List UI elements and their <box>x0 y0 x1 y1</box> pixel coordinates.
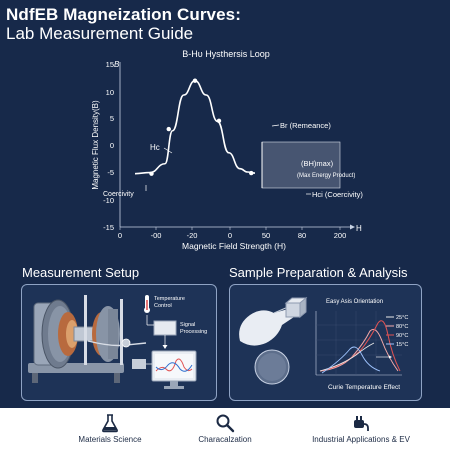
signal-label-line2: Processing <box>180 329 207 335</box>
sample-illustration: Easy Asis Orientation 25°C 80°C 90°C 15°C C… <box>239 296 408 391</box>
measurement-setup-panel: Temperature Control Signal Processing <box>21 284 217 401</box>
curve-point <box>149 171 154 176</box>
y-tick-label: 10 <box>106 88 114 97</box>
legend-label: 15°C <box>396 342 408 348</box>
x-tick-labels: 0 -00 -20 0 50 80 200 <box>118 227 346 240</box>
bhmax-region <box>261 141 341 189</box>
signal-label-line1: Signal <box>180 322 195 328</box>
setup-illustration: Temperature Control Signal Processing <box>28 295 207 389</box>
br-pointer <box>271 124 280 127</box>
x-tick-label: 50 <box>262 231 270 240</box>
page-title-line1: NdfEB Magneization Curves: <box>6 5 241 24</box>
curve-point <box>216 118 222 124</box>
hysteresis-chart: B-Hυ Hysthersis Loop B H 151050-5-10-15 … <box>91 49 363 251</box>
easy-axis-label: Easy Asis Orientation <box>326 299 383 305</box>
chart-title: B-Hυ Hysthersis Loop <box>182 49 269 59</box>
footer-item-characterization[interactable]: Characalzation <box>170 408 280 450</box>
bhmax-label: (BH)max) <box>301 159 334 168</box>
sample-analysis-title: Sample Preparation & Analysis <box>229 265 408 280</box>
x-tick-label: 200 <box>334 231 347 240</box>
hand-holding-sample-icon <box>239 296 308 346</box>
curve-point <box>166 126 171 132</box>
x-tick-label: 0 <box>118 231 122 240</box>
monitor-icon <box>151 350 197 389</box>
y-tick-label: -5 <box>107 168 114 177</box>
y-tick-label: 5 <box>110 114 114 123</box>
y-tick-label: 0 <box>110 141 114 150</box>
footer-item-materials-science[interactable]: Materials Science <box>55 408 165 450</box>
hci-label: Hci (Coercivity) <box>312 190 363 199</box>
curie-temperature-label: Curie Temperature Effect <box>328 384 400 391</box>
bhmax-sublabel: (Max Energy Product) <box>297 173 355 179</box>
hc-pointer <box>163 147 173 154</box>
sample-analysis-panel: Easy Asis Orientation 25°C 80°C 90°C 15°C C… <box>229 284 422 401</box>
curie-mini-chart <box>315 311 402 376</box>
footer-label-materials-science: Materials Science <box>78 435 142 444</box>
hysteresis-curve <box>134 79 256 175</box>
y-tick-labels: 15 10 5 0 -5 -10 -15 <box>103 60 114 232</box>
curve-points <box>149 78 254 176</box>
legend-label: 25°C <box>396 315 408 321</box>
temperature-label-line2: Control <box>154 303 172 309</box>
magnifier-icon <box>216 414 235 433</box>
y-tick-label: 15 <box>106 60 114 69</box>
x-tick-label: -00 <box>151 231 162 240</box>
legend-label: 80°C <box>396 324 408 330</box>
measurement-setup-title: Measurement Setup <box>22 265 140 280</box>
footer-label-characterization: Characalzation <box>198 435 252 444</box>
y-tick-label: -15 <box>103 223 114 232</box>
hc-label: Hc <box>150 143 160 152</box>
chart-axes <box>119 62 355 230</box>
thermometer-icon <box>144 295 150 313</box>
temperature-label-line1: Temperature <box>154 296 185 302</box>
page-title-line2: Lab Measurement Guide <box>6 24 194 43</box>
electromagnet <box>33 299 120 369</box>
flask-icon <box>102 414 118 433</box>
x-tick-label: 0 <box>228 231 232 240</box>
curve-point <box>249 170 254 176</box>
legend-label: 90°C <box>396 333 408 339</box>
temperature-legend: 25°C 80°C 90°C 15°C <box>386 315 408 348</box>
y-tick-label: -10 <box>103 196 114 205</box>
x-axis-label: Magnetic Field Strength (H) <box>182 241 286 251</box>
coercivity-label: Coercivity <box>103 191 134 198</box>
y-axis-letter: B <box>114 60 120 69</box>
y-axis-label: Magnetic Flux Density(B) <box>91 100 100 190</box>
x-tick-label: -20 <box>187 231 198 240</box>
footer-bar: Materials Science Characalzation Industr… <box>0 408 450 450</box>
footer-item-industrial-applications[interactable]: Industrial Applications & EV <box>286 408 436 450</box>
footer-label-industrial-applications: Industrial Applications & EV <box>312 435 410 444</box>
x-axis-letter: H <box>356 224 362 233</box>
ev-plug-icon <box>354 416 369 431</box>
br-label: Br (Remeance) <box>280 121 331 130</box>
x-tick-label: 80 <box>298 231 306 240</box>
signal-processor-box <box>153 320 177 336</box>
curve-point <box>192 78 198 83</box>
